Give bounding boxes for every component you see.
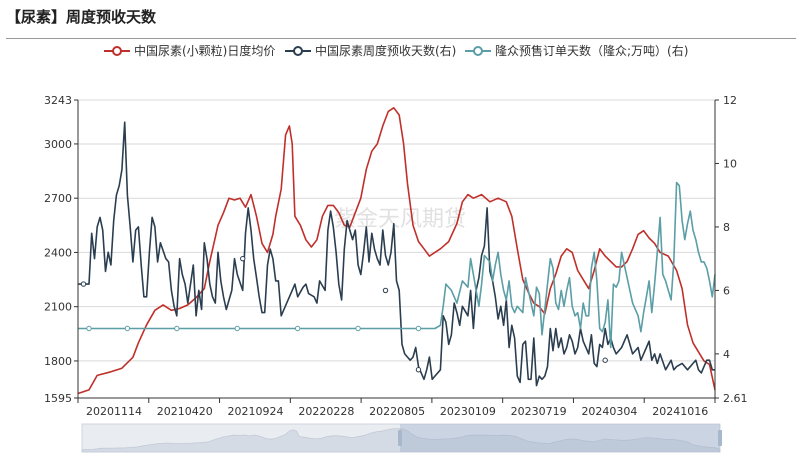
y-left-tick-label: 2400: [44, 246, 72, 259]
legend-label: 中国尿素周度预收天数(右): [315, 44, 457, 58]
y-left-tick-label: 3000: [44, 138, 72, 151]
series-marker: [174, 325, 180, 332]
legend-item-days[interactable]: 中国尿素周度预收天数(右): [285, 42, 456, 59]
slider-selection: [400, 424, 720, 452]
x-tick-label: 20241016: [652, 405, 708, 418]
y-left-tick-label: 2700: [44, 192, 72, 205]
legend-label: 中国尿素(小颗粒)日度均价: [134, 44, 276, 58]
y-left-tick-label: 1595: [44, 392, 72, 405]
grid-lines: [78, 99, 715, 399]
x-tick-label: 20201114: [86, 405, 142, 418]
series-marker: [80, 281, 87, 287]
y-right-tick-label: 2.61: [723, 392, 748, 405]
axes: 1595 1800 2100 2400 2700 3000 3243 2.61 4 6 8 10 12 2…: [44, 94, 748, 418]
series-marker: [355, 325, 361, 332]
legend-item-preorder[interactable]: 隆众预售订单天数（隆众;万吨）(右): [465, 42, 688, 59]
title-divider: [6, 38, 796, 39]
legend-line-circle-icon: [285, 45, 311, 56]
series-marker: [240, 255, 246, 262]
y-right-tick-label: 8: [723, 221, 730, 234]
x-tick-label: 20220228: [298, 405, 354, 418]
series-marker: [124, 325, 131, 332]
x-tick-label: 20210420: [157, 405, 213, 418]
x-tick-label: 20240304: [581, 405, 637, 418]
slider-handle[interactable]: [398, 430, 402, 446]
series-marker: [294, 325, 301, 332]
y-right-tick-label: 6: [723, 284, 730, 297]
series-marker: [602, 357, 608, 363]
series-line-preorder: [78, 181, 716, 349]
x-tick-label: 20220805: [369, 405, 425, 418]
y-right-tick-label: 12: [723, 94, 737, 107]
x-tick-label: 20230109: [440, 405, 496, 418]
y-left-tick-label: 3243: [44, 94, 72, 107]
legend-line-circle-icon: [465, 45, 491, 56]
series-marker: [415, 325, 422, 332]
series-line-days: [78, 121, 715, 387]
series-marker: [415, 367, 422, 373]
data-zoom-slider[interactable]: [81, 423, 722, 453]
legend-item-price[interactable]: 中国尿素(小颗粒)日度均价: [104, 42, 275, 59]
y-left-tick-label: 1800: [44, 355, 72, 368]
series-marker: [382, 287, 389, 294]
x-tick-label: 20230719: [511, 405, 567, 418]
legend-label: 隆众预售订单天数（隆众;万吨）(右): [495, 44, 689, 58]
series-line-price: [77, 107, 716, 395]
legend: 中国尿素(小颗粒)日度均价 中国尿素周度预收天数(右) 隆众预售订单天数（隆众;…: [0, 42, 806, 60]
y-right-tick-label: 10: [723, 157, 737, 170]
x-tick-label: 20210924: [228, 405, 284, 418]
watermark: 紫金天风期货: [334, 207, 466, 232]
y-left-tick-label: 2100: [44, 301, 72, 314]
y-right-tick-label: 4: [723, 348, 730, 361]
series-layer: [77, 107, 716, 395]
slider-handle[interactable]: [718, 430, 722, 446]
series-marker: [86, 325, 92, 332]
legend-line-circle-icon: [104, 45, 130, 56]
series-marker: [234, 325, 240, 332]
chart-title: 【尿素】周度预收天数: [6, 8, 157, 26]
